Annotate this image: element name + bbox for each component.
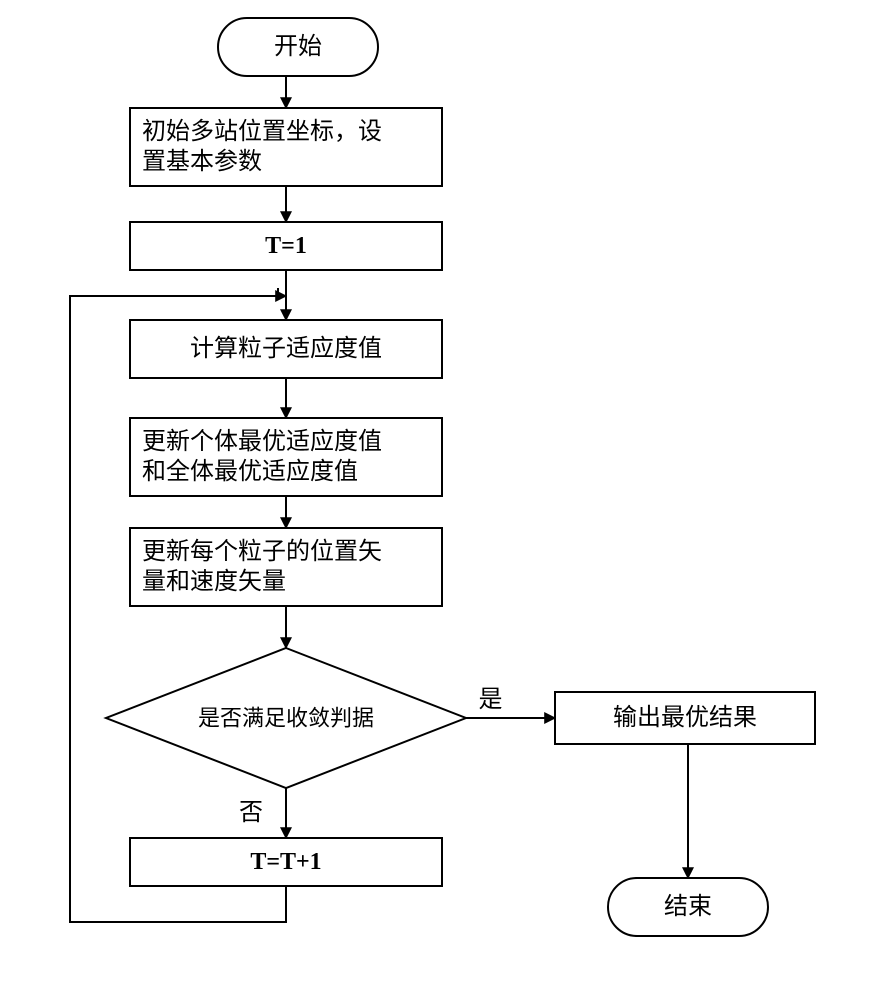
fitness-label-0: 计算粒子适应度值 <box>190 335 382 362</box>
flowchart-canvas: 开始初始多站位置坐标，设置基本参数 T=1 计算粒子适应度值更新个体最优适应度值和全… <box>0 0 875 1000</box>
update2-label-0: 更新每个粒子的位置矢 <box>142 538 382 565</box>
update1-label-1: 和全体最优适应度值 <box>142 458 358 485</box>
decision-label: 是否满足收敛判据 <box>198 706 374 731</box>
output-label-0: 输出最优结果 <box>613 704 757 731</box>
end-label: 结束 <box>664 893 712 920</box>
init-label-1: 置基本参数 <box>142 148 262 175</box>
edge-start_b-init_t <box>286 76 298 108</box>
edge-label-decision_r: 是 <box>479 687 503 713</box>
update1-label-0: 更新个体最优适应度值 <box>142 428 382 455</box>
inc-label-0: T=T+1 <box>250 849 321 875</box>
update2-label-1: 量和速度矢量 <box>142 568 286 595</box>
t1-label-0: T=1 <box>265 233 307 259</box>
edge-label-decision_b: 否 <box>239 800 263 826</box>
init-label-0: 初始多站位置坐标，设 <box>142 118 382 145</box>
start-label: 开始 <box>274 33 322 60</box>
loop-back-edge <box>70 296 286 922</box>
edge-output_b-end_t <box>685 744 688 878</box>
